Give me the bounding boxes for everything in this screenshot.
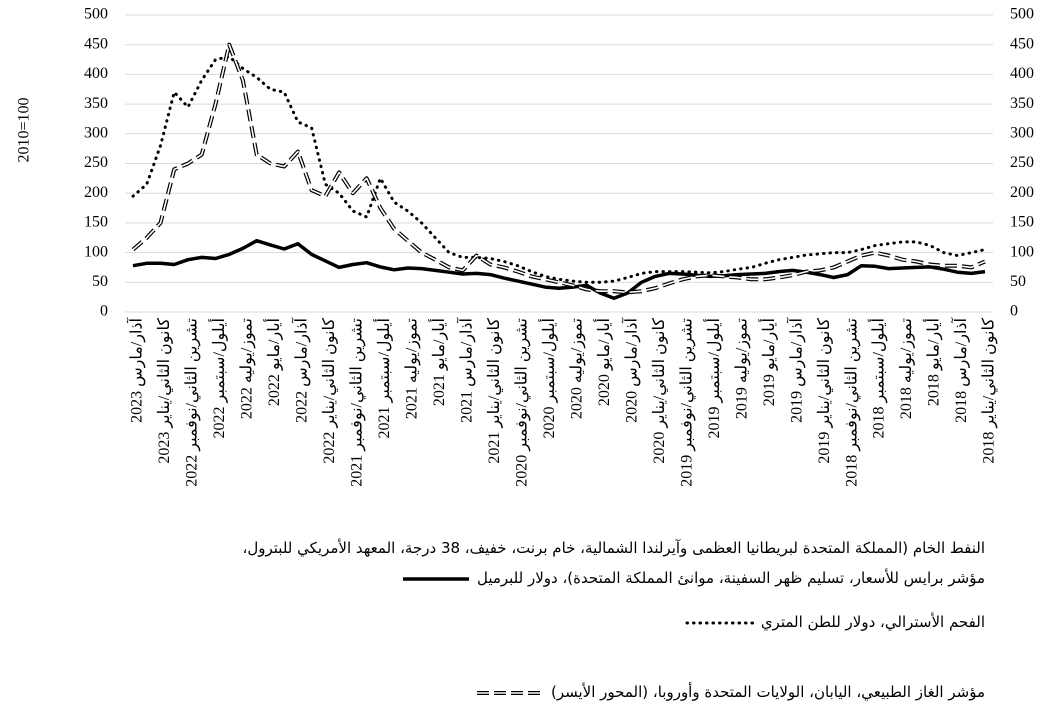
x-tick-label: أيار/مايو 2022 <box>263 318 283 406</box>
series-line <box>131 55 987 284</box>
y-tick-label: 400 <box>84 65 108 82</box>
x-tick-label: تموز/يوليه 2020 <box>568 318 585 419</box>
x-tick-label: كانون الثاني/يناير 2018 <box>981 318 998 464</box>
y2-tick-label: 450 <box>1010 35 1034 52</box>
x-tick-label: آذار/مارس 2021 <box>455 316 475 422</box>
x-tick-label: أيلول/سبتمبر 2021 <box>373 318 393 439</box>
legend-item: مؤشر الغاز الطبيعي، اليابان، الولايات ال… <box>225 677 985 707</box>
x-tick-label: كانون الثاني/يناير 2019 <box>816 318 833 464</box>
legend-label: الفحم الأسترالي، دولار للطن المتري <box>760 613 985 631</box>
y2-tick-label: 0 <box>1010 303 1018 320</box>
x-tick-label: أيلول/سبتمبر 2018 <box>868 318 888 439</box>
x-tick-label: أيار/مايو 2021 <box>428 318 448 406</box>
x-tick-label: تموز/يوليه 2021 <box>404 318 421 419</box>
legend-item: النفط الخام (المملكة المتحدة لبريطانيا ا… <box>225 533 986 593</box>
x-tick-label: آذار/مارس 2022 <box>291 316 311 422</box>
legend-label: النفط الخام (المملكة المتحدة لبريطانيا ا… <box>242 539 986 587</box>
x-tick-label: آذار/مارس 2020 <box>620 316 640 422</box>
legend-swatch <box>402 576 469 581</box>
y-tick-label: 0 <box>100 303 108 320</box>
x-tick-label: أيار/مايو 2020 <box>593 318 613 406</box>
chart: 2010=100 0 50 100 150 200 250 300 350 400 450 500 0… <box>16 6 1034 487</box>
x-tick-label: كانون الثاني/يناير 2021 <box>486 318 503 464</box>
y2-tick-label: 150 <box>1010 214 1034 231</box>
series-line <box>131 42 986 295</box>
legend-label: مؤشر الغاز الطبيعي، اليابان، الولايات ال… <box>550 683 985 701</box>
y2-tick-label: 50 <box>1010 273 1026 290</box>
y2-tick-label: 100 <box>1010 243 1034 260</box>
x-tick-label: أيلول/سبتمبر 2022 <box>208 318 228 439</box>
y2-tick-label: 350 <box>1010 95 1034 112</box>
y-tick-label: 50 <box>92 273 108 290</box>
x-tick-label: تموز/يوليه 2022 <box>239 318 256 419</box>
x-tick-label: تشرين الثاني/نوفمبر 2022 <box>184 318 201 487</box>
y2-tick-label: 500 <box>1010 6 1034 23</box>
y-tick-label: 450 <box>84 35 108 52</box>
y-tick-label: 300 <box>84 124 108 141</box>
y2-tick-label: 400 <box>1010 65 1034 82</box>
y-tick-label: 500 <box>84 6 108 23</box>
x-tick-label: تموز/يوليه 2019 <box>733 318 750 419</box>
x-tick-label: آذار/مارس 2018 <box>950 316 970 422</box>
y-tick-label: 250 <box>84 154 108 171</box>
y-tick-label: 200 <box>84 184 108 201</box>
legend-swatch <box>685 621 755 624</box>
x-tick-label: كانون الثاني/يناير 2022 <box>321 318 338 464</box>
x-tick-label: تموز/يوليه 2018 <box>898 318 915 419</box>
x-tick-label: كانون الثاني/يناير 2020 <box>651 318 668 464</box>
x-tick-label: كانون الثاني/يناير 2023 <box>156 318 173 464</box>
x-tick-label: أيلول/سبتمبر 2019 <box>703 318 723 439</box>
y2-tick-label: 300 <box>1010 124 1034 141</box>
y2-tick-label: 250 <box>1010 154 1034 171</box>
x-tick-label: آذار/مارس 2023 <box>126 316 146 422</box>
series-line <box>132 238 986 301</box>
x-tick-label: تشرين الثاني/نوفمبر 2019 <box>678 318 695 487</box>
y2-tick-label: 200 <box>1010 184 1034 201</box>
x-tick-label: تشرين الثاني/نوفمبر 2020 <box>513 318 530 487</box>
x-tick-label: تشرين الثاني/نوفمبر 2018 <box>843 318 860 487</box>
series-line-inner <box>132 43 986 294</box>
x-tick-label: أيلول/سبتمبر 2020 <box>538 318 558 439</box>
x-tick-label: آذار/مارس 2019 <box>785 316 805 422</box>
legend-swatch <box>476 690 543 695</box>
x-tick-label: تشرين الثاني/نوفمبر 2021 <box>349 318 366 487</box>
y-tick-label: 100 <box>84 243 108 260</box>
y-axis-label: 2010=100 <box>16 97 33 162</box>
y-tick-label: 350 <box>84 95 108 112</box>
legend-item: الفحم الأسترالي، دولار للطن المتري <box>225 607 985 637</box>
x-tick-label: أيار/مايو 2018 <box>923 318 943 406</box>
x-tick-label: أيار/مايو 2019 <box>758 318 778 406</box>
y-tick-label: 150 <box>84 214 108 231</box>
